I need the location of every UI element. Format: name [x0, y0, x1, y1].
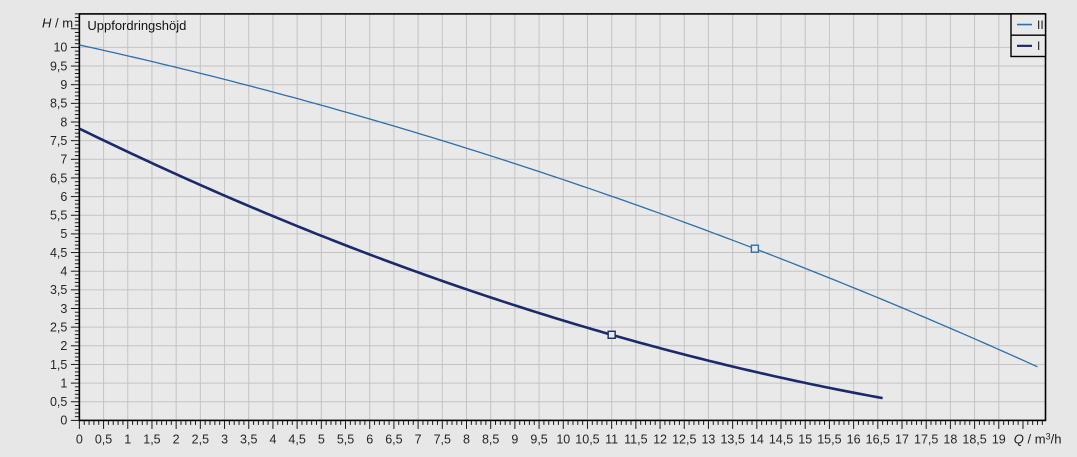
svg-text:12: 12 — [653, 432, 667, 446]
svg-text:13,5: 13,5 — [720, 432, 744, 446]
svg-text:3: 3 — [60, 302, 67, 316]
svg-text:8,5: 8,5 — [50, 97, 67, 111]
svg-text:4: 4 — [269, 432, 276, 446]
svg-text:14,5: 14,5 — [769, 432, 793, 446]
svg-text:0: 0 — [60, 414, 67, 428]
svg-text:12,5: 12,5 — [672, 432, 696, 446]
svg-text:9: 9 — [60, 78, 67, 92]
svg-text:2,5: 2,5 — [192, 432, 209, 446]
svg-text:7,5: 7,5 — [434, 432, 451, 446]
svg-text:3,5: 3,5 — [240, 432, 257, 446]
svg-text:5: 5 — [60, 227, 67, 241]
svg-text:18,5: 18,5 — [962, 432, 986, 446]
svg-text:17: 17 — [895, 432, 909, 446]
svg-text:14: 14 — [750, 432, 764, 446]
svg-text:8: 8 — [60, 115, 67, 129]
svg-text:6,5: 6,5 — [50, 171, 67, 185]
svg-text:5,5: 5,5 — [337, 432, 354, 446]
svg-text:Q / m3/h: Q / m3/h — [1014, 431, 1062, 446]
svg-text:17,5: 17,5 — [914, 432, 938, 446]
svg-text:2: 2 — [60, 339, 67, 353]
svg-text:0,5: 0,5 — [95, 432, 112, 446]
svg-text:Uppfordringshöjd: Uppfordringshöjd — [87, 18, 186, 33]
svg-text:4: 4 — [60, 265, 67, 279]
svg-text:3: 3 — [221, 432, 228, 446]
svg-text:11: 11 — [605, 432, 618, 446]
svg-text:18: 18 — [943, 432, 957, 446]
svg-text:I: I — [1037, 39, 1040, 53]
svg-text:1: 1 — [124, 432, 131, 446]
svg-text:9: 9 — [511, 432, 518, 446]
svg-text:5: 5 — [318, 432, 325, 446]
svg-text:7: 7 — [415, 432, 422, 446]
svg-text:1: 1 — [60, 376, 67, 390]
svg-text:6: 6 — [366, 432, 373, 446]
svg-text:0: 0 — [76, 432, 83, 446]
svg-text:2,5: 2,5 — [50, 320, 67, 334]
svg-text:3,5: 3,5 — [50, 283, 67, 297]
svg-text:7,5: 7,5 — [50, 134, 67, 148]
svg-text:II: II — [1037, 18, 1044, 32]
svg-text:19: 19 — [992, 432, 1006, 446]
svg-text:4,5: 4,5 — [50, 246, 67, 260]
svg-text:15: 15 — [798, 432, 812, 446]
svg-text:10: 10 — [53, 41, 67, 55]
svg-text:15,5: 15,5 — [817, 432, 841, 446]
svg-text:16,5: 16,5 — [866, 432, 890, 446]
svg-text:5,5: 5,5 — [50, 209, 67, 223]
svg-text:6: 6 — [60, 190, 67, 204]
svg-text:11,5: 11,5 — [624, 432, 647, 446]
svg-text:1,5: 1,5 — [50, 358, 67, 372]
svg-text:H / m: H / m — [42, 16, 73, 31]
svg-text:13: 13 — [701, 432, 715, 446]
svg-text:10,5: 10,5 — [575, 432, 599, 446]
svg-text:6,5: 6,5 — [385, 432, 402, 446]
svg-text:2: 2 — [173, 432, 180, 446]
svg-text:10: 10 — [556, 432, 570, 446]
svg-text:16: 16 — [847, 432, 861, 446]
svg-text:4,5: 4,5 — [288, 432, 305, 446]
svg-text:0,5: 0,5 — [50, 395, 67, 409]
svg-text:8: 8 — [463, 432, 470, 446]
svg-text:8,5: 8,5 — [482, 432, 499, 446]
svg-text:1,5: 1,5 — [143, 432, 160, 446]
svg-text:9,5: 9,5 — [50, 59, 67, 73]
svg-text:7: 7 — [60, 153, 67, 167]
svg-text:9,5: 9,5 — [530, 432, 547, 446]
